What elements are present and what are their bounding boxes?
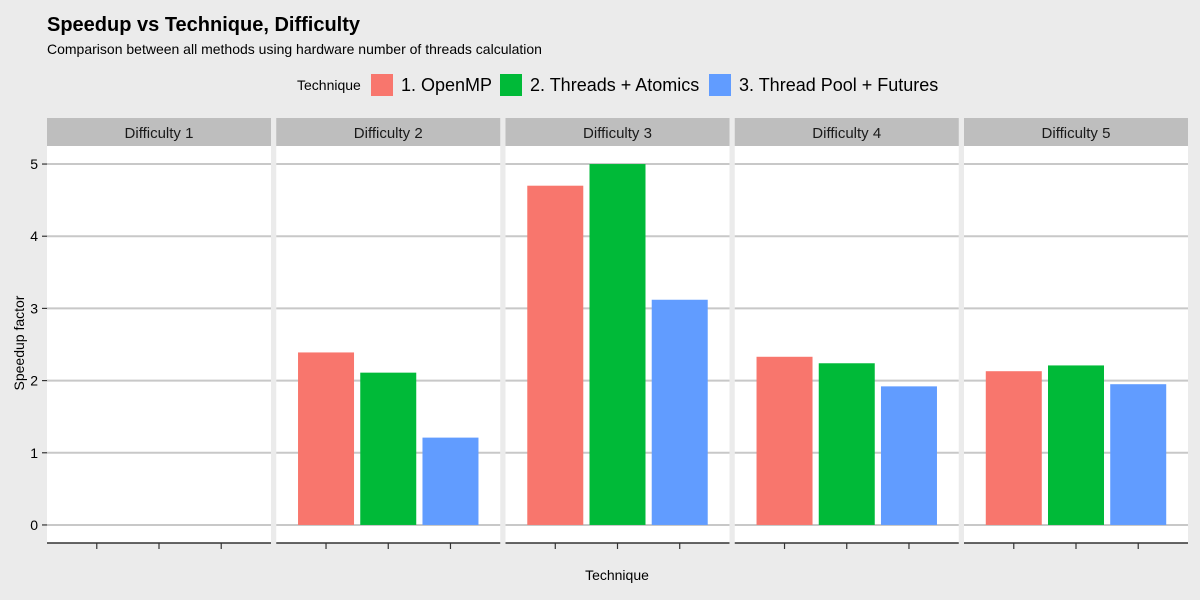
bar-3	[880, 386, 937, 525]
y-tick-label: 3	[30, 300, 38, 316]
facet-strip	[47, 118, 271, 146]
legend-label-2: 2. Threads + Atomics	[530, 75, 699, 95]
facet-panels: Difficulty 1 Difficulty 2 Difficulty 3 Diff…	[47, 118, 1188, 549]
bar-1	[985, 371, 1042, 525]
bar-2	[818, 363, 875, 525]
facet-panel-5: Difficulty 5	[964, 118, 1188, 549]
y-tick-label: 1	[30, 445, 38, 461]
facet-panel-3: Difficulty 3	[505, 118, 730, 549]
legend: Technique 1. OpenMP 2. Threads + Atomics 3…	[297, 74, 938, 96]
facet-panel-2: Difficulty 2	[276, 118, 501, 549]
facet-strip	[276, 118, 501, 146]
facet-panel-1: Difficulty 1	[47, 118, 271, 549]
bar-2	[1048, 365, 1104, 525]
bar-1	[756, 356, 813, 525]
bar-3	[651, 299, 708, 525]
facet-panel-4: Difficulty 4	[734, 118, 959, 549]
y-axis: 0 1 2 3 4 5	[30, 156, 47, 533]
legend-label-3: 3. Thread Pool + Futures	[739, 75, 938, 95]
bar-2	[589, 164, 646, 525]
bar-1	[527, 185, 584, 525]
chart-title: Speedup vs Technique, Difficulty	[47, 14, 361, 36]
facet-strip-label: Difficulty 2	[354, 125, 423, 142]
legend-swatch-3	[709, 74, 731, 96]
bar-3	[422, 437, 479, 525]
legend-label-1: 1. OpenMP	[401, 75, 492, 95]
y-axis-title: Speedup factor	[11, 295, 27, 390]
facet-strip	[964, 118, 1188, 146]
y-tick-label: 4	[30, 228, 38, 244]
facet-strip-label: Difficulty 5	[1042, 125, 1111, 142]
y-tick-label: 5	[30, 156, 38, 172]
y-tick-label: 2	[30, 373, 38, 389]
legend-swatch-2	[500, 74, 522, 96]
x-axis-title: Technique	[585, 567, 649, 583]
facet-strip-label: Difficulty 1	[125, 125, 194, 142]
bar-2	[360, 372, 417, 525]
y-tick-label: 0	[30, 517, 38, 533]
legend-title: Technique	[297, 77, 361, 93]
facet-strip	[734, 118, 959, 146]
panel-background	[47, 146, 271, 543]
legend-swatch-1	[371, 74, 393, 96]
facet-strip-label: Difficulty 3	[583, 125, 652, 142]
bar-3	[1110, 384, 1167, 525]
bar-1	[298, 352, 355, 525]
facet-strip	[505, 118, 730, 146]
facet-strip-label: Difficulty 4	[812, 125, 881, 142]
chart-subtitle: Comparison between all methods using har…	[47, 41, 542, 57]
